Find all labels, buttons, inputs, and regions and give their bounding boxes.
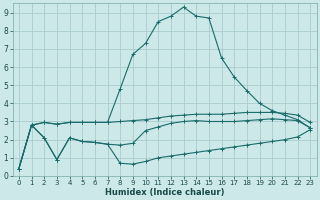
X-axis label: Humidex (Indice chaleur): Humidex (Indice chaleur) bbox=[105, 188, 224, 197]
